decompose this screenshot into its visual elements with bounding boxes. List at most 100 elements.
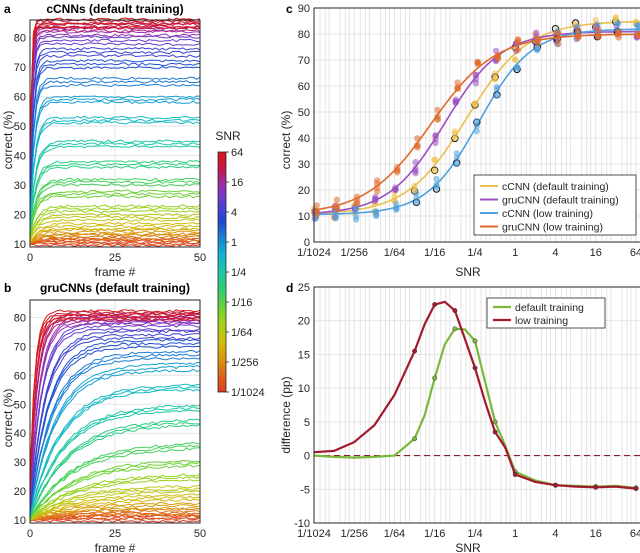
panel-c-data-point: [434, 115, 441, 122]
panel-b-ylabel: correct (%): [1, 389, 15, 448]
panel-c-data-point: [595, 30, 602, 38]
panel-a-xtick-label: 50: [194, 252, 206, 264]
panel-a-curve: [29, 162, 201, 230]
panel-c-data-point: [595, 26, 602, 33]
panel-b-curve: [29, 333, 201, 509]
panel-c-data-point: [473, 128, 480, 135]
panel-a-ytick-label: 20: [14, 210, 26, 222]
panel-a-curve: [29, 192, 201, 237]
panel-c-xtick-label: 1/4: [467, 247, 482, 259]
panel-a-curve: [29, 243, 201, 247]
panel-a-ytick-label: 80: [14, 33, 26, 45]
panel-d-series-line: [313, 300, 637, 490]
panel-b-curve: [29, 516, 201, 522]
panel-c-data-point: [555, 40, 562, 48]
panel-b-curve: [29, 459, 201, 519]
colorbar-tick-label: 1/256: [231, 357, 259, 369]
panel-b-curve: [29, 349, 201, 514]
panel-d-legend-box: [486, 297, 606, 329]
panel-c-xtick-label: 4: [552, 247, 558, 259]
panel-c-data-point: [474, 58, 481, 65]
panel-c-data-point: [411, 182, 418, 189]
panel-d-series-marker: [412, 436, 418, 442]
panel-c-data-point: [635, 32, 640, 39]
panel-a-curve: [29, 118, 201, 222]
panel-d-xlabel: SNR: [455, 541, 481, 553]
panel-c-data-point: [493, 92, 501, 99]
panel-a-ytick-label: 50: [14, 121, 26, 133]
panel-b-ytick-label: 50: [14, 399, 26, 411]
panel-c-data-point: [615, 29, 622, 37]
panel-d-series-marker: [452, 308, 458, 314]
panel-d-xtick-label: 1/4: [467, 528, 482, 540]
panel-c-data-point: [372, 195, 379, 203]
panel-b-curve: [29, 495, 201, 520]
panel-c-xtick-label: 1/1024: [297, 247, 331, 259]
panel-d-legend-label: default training: [515, 302, 584, 314]
panel-c-data-point: [414, 135, 421, 142]
panel-a-curve: [29, 139, 201, 228]
panel-d-series-marker: [432, 302, 438, 307]
panel-b-curve: [29, 418, 201, 519]
panel-b-label: b: [4, 281, 11, 295]
panel-a-curve: [29, 42, 201, 177]
panel-d-label: d: [286, 281, 293, 295]
panel-b-curve: [29, 504, 201, 521]
panel-a-curve: [29, 180, 201, 235]
panel-b-plot: 10 20 30 40 50 60 70 80 0 25 50: [14, 299, 206, 540]
panel-a-curve: [29, 221, 201, 241]
panel-c-data-point: [533, 29, 540, 36]
panel-b-curve: [29, 328, 201, 506]
panel-c-data-point: [575, 32, 582, 40]
panel-d-legend-label: low training: [515, 315, 568, 327]
panel-c-data-point: [394, 169, 401, 176]
panel-b-curve: [29, 404, 201, 518]
panel-c-data-point: [332, 213, 340, 220]
panel-a-ytick-label: 70: [14, 62, 26, 74]
panel-d-series-marker: [553, 482, 558, 488]
panel-a-xtick-label: 25: [109, 252, 121, 264]
panel-a-xtick-label: 0: [27, 252, 33, 264]
panel-c-data-point: [432, 132, 439, 139]
panel-d-ytick-label: 15: [298, 349, 310, 361]
panel-b-xtick-label: 25: [109, 528, 121, 540]
panel-c-data-point: [614, 20, 621, 27]
panel-c-data-point: [393, 200, 400, 208]
panel-c-data-point: [353, 196, 361, 203]
panel-b-curve: [29, 321, 201, 501]
panel-c-data-point: [414, 144, 421, 151]
colorbar-tick-label: 16: [231, 177, 243, 189]
panel-c-ytick-label: 40: [298, 133, 310, 145]
panel-a-curve: [29, 239, 201, 246]
panel-a-curve: [29, 100, 201, 215]
panel-a-grid: [29, 20, 201, 247]
panel-c-data-point: [313, 202, 320, 209]
panel-a-xlabel: frame #: [95, 265, 136, 279]
colorbar-tick-label: 1/4: [231, 267, 246, 279]
panel-c-xtick-label: 1/256: [340, 247, 368, 259]
panel-d-series-marker: [432, 375, 438, 381]
panel-c-legend-label: gruCNN (default training): [502, 195, 619, 207]
panel-c-xtick-label: 16: [590, 247, 602, 259]
panel-a-curve: [29, 159, 201, 232]
panel-a-curve: [29, 183, 201, 236]
panel-c-xlabel: SNR: [455, 265, 481, 279]
colorbar-tick-label: 64: [231, 147, 243, 159]
panel-a-curve: [29, 62, 201, 199]
panel-a-curve: [29, 237, 200, 243]
panel-a-curve: [29, 58, 201, 197]
panel-c-data-point: [393, 205, 400, 212]
panel-b-ytick-label: 70: [14, 341, 26, 353]
panel-d-xtick-label: 16: [590, 528, 602, 540]
panel-c-data-point: [431, 167, 438, 174]
panel-c-data-point: [491, 76, 499, 83]
panel-d-xtick-label: 1/256: [340, 528, 368, 540]
panel-c-data-point: [514, 46, 522, 54]
panel-b-curve: [29, 493, 201, 519]
panel-c-ytick-label: 0: [304, 237, 310, 249]
panel-c-data-point: [453, 154, 460, 162]
panel-c-ytick-label: 50: [298, 107, 310, 119]
panel-c-ytick-label: 30: [298, 159, 310, 171]
panel-c-legend-label: gruCNN (low training): [502, 222, 603, 234]
panel-d-ytick-label: -5: [300, 484, 310, 496]
